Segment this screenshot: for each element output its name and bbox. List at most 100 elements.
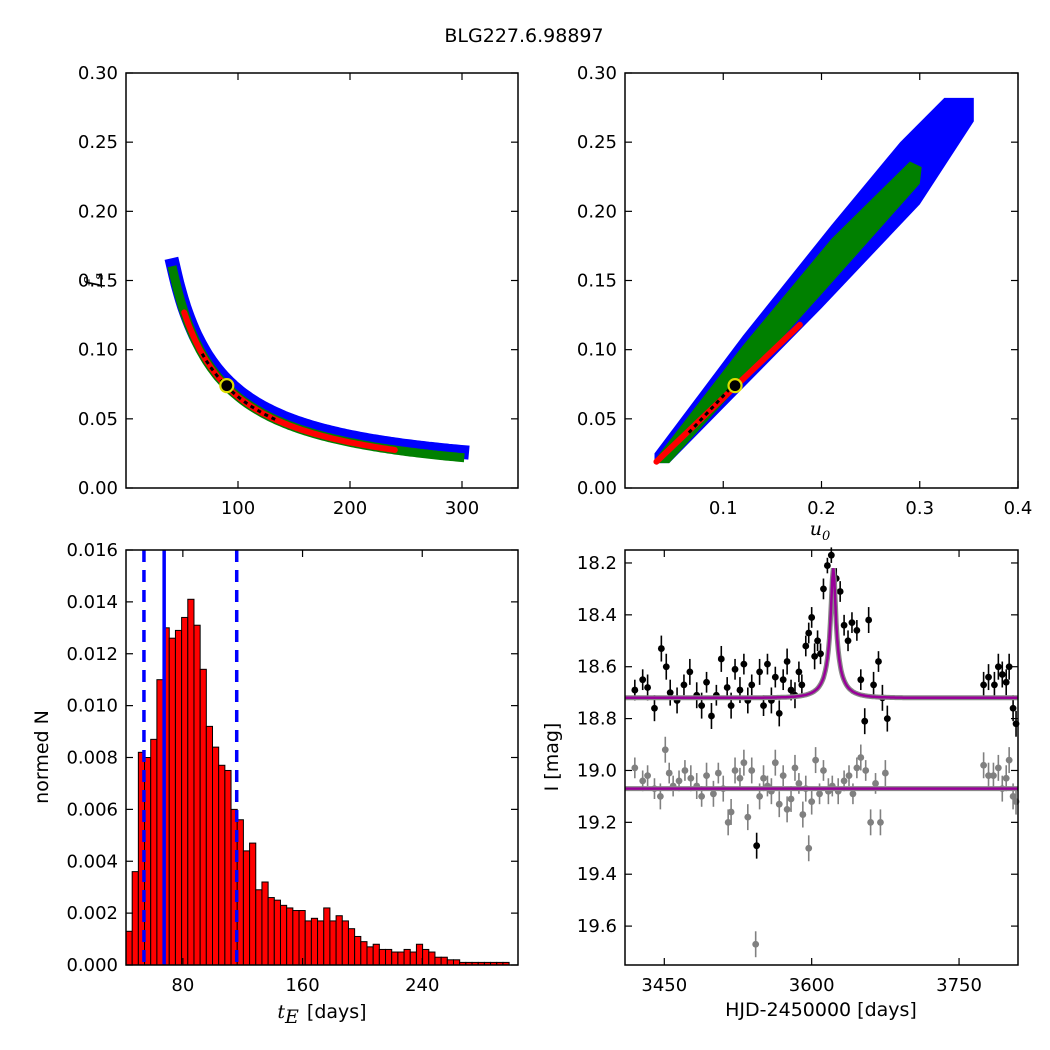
figure-title: BLG227.6.98897 [444,25,603,47]
data-point [795,668,803,676]
histogram-bar [366,946,374,966]
histogram-bar [224,769,232,966]
data-point [816,790,823,798]
histogram-bar [218,764,226,966]
data-point [870,681,877,689]
p3-ticks: 80 160 240 0.000 0.002 0.004 0.006 0.008 0.010 0.… [66,540,518,996]
data-point [656,793,664,800]
histogram-bar [329,920,337,966]
data-point [805,629,813,637]
histogram-bar [397,951,405,966]
data-point [731,767,739,774]
y-tick-label: 18.8 [577,709,617,730]
x-tick-label: 3600 [789,975,835,996]
x-tick-label: 3450 [641,975,687,996]
data-point [703,772,710,780]
histogram-bar [310,917,319,966]
data-point [853,764,861,772]
p3-xlabel: tE [days] [277,1001,366,1028]
data-point [651,704,658,712]
data-point [779,772,787,780]
histogram-bar [409,951,417,966]
histogram-bar [341,920,349,966]
histogram-bar [452,959,461,966]
data-point [639,676,647,684]
histogram-bar [335,915,343,966]
y-tick-label: 0.25 [78,132,118,153]
y-tick-label: 0.012 [66,644,118,665]
data-point [877,818,884,826]
data-point [787,795,795,803]
y-tick-label: 0.25 [577,132,617,153]
data-point [710,790,717,798]
histogram-bar [181,616,189,966]
p3-frame [125,549,519,966]
histogram-bar [131,871,139,966]
data-point [1009,793,1017,800]
y-tick-label: 0.00 [78,478,118,499]
data-point [703,678,710,686]
data-point [744,813,752,821]
data-point [752,940,760,948]
p2-frame [624,72,1019,489]
data-point [771,673,779,681]
data-point [823,562,831,569]
y-tick-label: 0.10 [78,340,118,361]
data-point [853,627,861,634]
data-point [836,588,844,595]
histogram-bar [298,910,306,966]
data-point [812,756,820,764]
y-tick-label: 0.000 [66,955,118,976]
data-point [714,769,722,777]
y-tick-label: 0.00 [577,478,617,499]
x-tick-label: 240 [405,975,439,996]
y-tick-label: 19.4 [577,864,617,885]
p4-xlabel: HJD-2450000 [days] [725,999,917,1021]
data-point [848,619,856,627]
data-point [881,769,889,777]
x-tick-label: 0.2 [807,498,836,519]
y-tick-label: 0.010 [66,696,118,717]
data-point [708,712,715,720]
histogram-bar [261,881,269,966]
panel-fs-vs-te: 100 200 300 0.00 0.05 0.10 0.15 0.20 0.25 0.30 fs [78,63,519,519]
data-point [867,818,875,826]
data-point [991,681,998,689]
data-point [808,798,816,805]
data-point [639,777,647,785]
y-tick-label: 18.4 [577,605,617,626]
histogram-bar [385,948,393,966]
histogram-bar [440,956,448,966]
data-point [875,658,882,665]
p2-heatmap [653,97,974,465]
data-point [681,767,689,774]
histogram-bar [347,928,356,966]
data-point [779,676,787,684]
y-tick-label: 0.15 [577,271,617,292]
data-point [756,793,764,800]
histogram-bar [267,897,275,966]
data-point [805,844,813,852]
band-inner [653,321,803,465]
y-tick-label: 0.20 [577,201,617,222]
band-mid [656,161,922,464]
data-point [665,769,673,777]
data-point [1009,704,1017,712]
histogram-bar [150,738,158,966]
data-point [736,774,744,782]
data-point [662,663,670,671]
data-point [802,642,810,650]
x-tick-label: 300 [445,498,479,519]
data-point [644,684,651,691]
data-point [717,655,725,663]
data-point [985,772,992,780]
histogram-bar [242,850,251,966]
data-point [740,660,748,668]
data-point [820,767,827,774]
histogram-bar [249,842,257,966]
y-tick-label: 18.2 [577,553,617,574]
y-tick-label: 0.008 [66,748,118,769]
data-point [731,665,739,673]
y-tick-label: 0.30 [577,63,617,84]
